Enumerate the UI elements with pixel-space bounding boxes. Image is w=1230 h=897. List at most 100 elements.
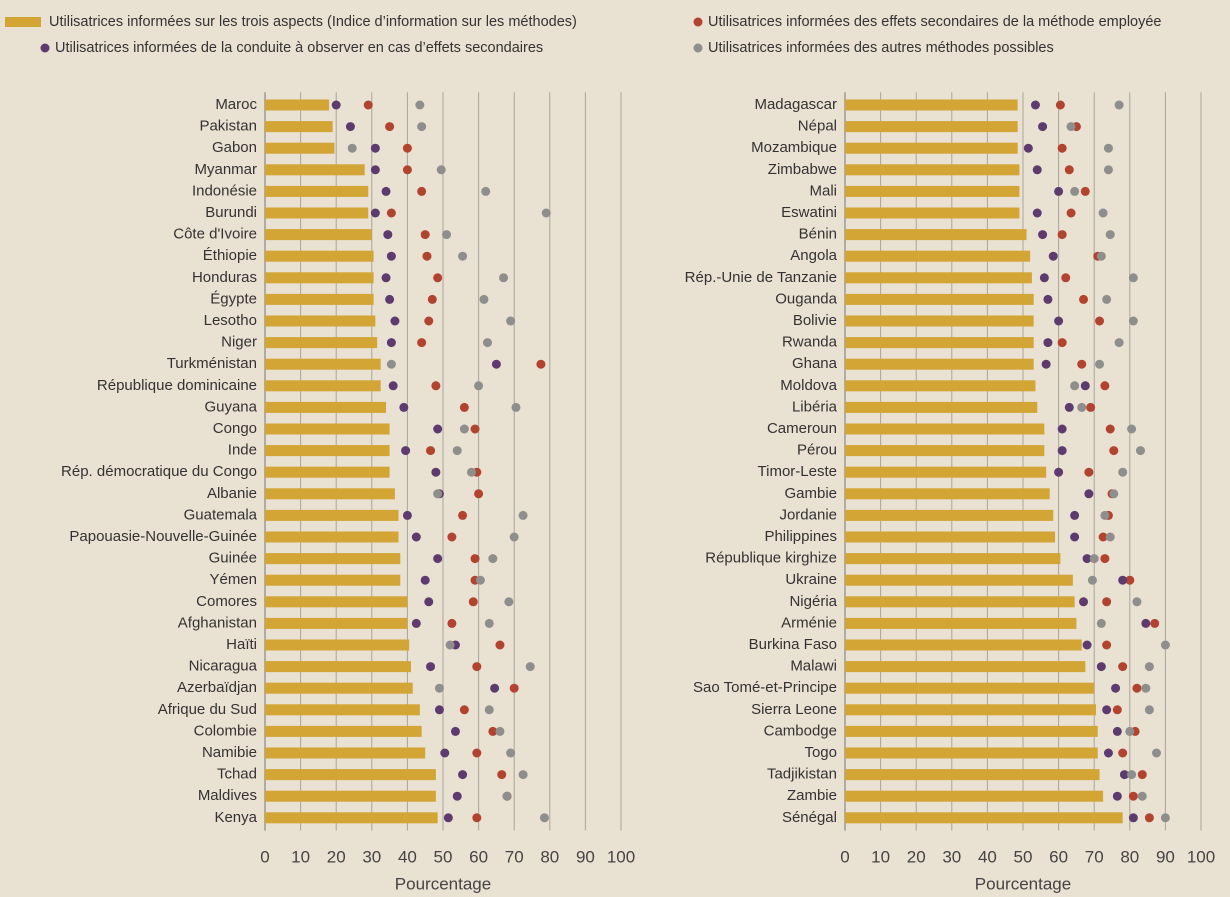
dot — [436, 165, 446, 175]
dot — [1057, 446, 1067, 456]
dot — [458, 510, 468, 520]
dot — [1118, 662, 1128, 672]
dot — [488, 554, 498, 564]
x-tick-label: 60 — [469, 847, 488, 866]
dot — [1055, 100, 1065, 110]
x-tick-label: 70 — [1085, 847, 1104, 866]
category-label: Rép. démocratique du Congo — [61, 463, 257, 480]
dot — [1152, 748, 1161, 758]
dot — [1080, 381, 1090, 391]
dot — [345, 122, 355, 132]
category-label: Cameroun — [767, 420, 837, 437]
category-label: Pakistan — [199, 118, 257, 135]
category-label: Haïti — [226, 636, 257, 653]
x-tick-label: 30 — [362, 847, 381, 866]
dot — [511, 402, 521, 412]
dot — [422, 251, 432, 261]
dot — [1105, 532, 1115, 542]
dot — [1102, 294, 1112, 304]
category-label: Ouganda — [775, 290, 837, 307]
bar — [265, 185, 369, 197]
dot — [433, 273, 443, 283]
category-label: Zimbabwe — [768, 161, 837, 178]
dot — [1114, 338, 1124, 348]
category-label: Azerbaïdjan — [177, 679, 257, 696]
dot — [1061, 273, 1071, 283]
category-label: Tchad — [217, 766, 257, 783]
dot — [1043, 338, 1053, 348]
dot — [447, 532, 457, 542]
category-label: Yémen — [209, 571, 257, 588]
category-label: Maldives — [198, 787, 257, 804]
bar — [845, 315, 1034, 327]
category-label: Éthiopie — [203, 247, 257, 264]
bar — [845, 445, 1045, 457]
dot — [1125, 726, 1135, 736]
category-label: Mozambique — [751, 139, 837, 156]
category-label: Tadjikistan — [767, 766, 837, 783]
dot — [363, 100, 373, 110]
dot — [1160, 640, 1170, 650]
dot — [411, 532, 421, 542]
dot — [386, 208, 396, 218]
bar — [845, 488, 1050, 500]
category-label: République kirghize — [705, 550, 837, 567]
dot — [1082, 640, 1092, 650]
dot — [539, 813, 549, 823]
dot — [1096, 662, 1106, 672]
bar — [845, 531, 1056, 543]
x-tick-label: 40 — [978, 847, 997, 866]
dot — [381, 186, 391, 196]
dot — [433, 489, 443, 499]
category-label: République dominicaine — [97, 377, 257, 394]
dot — [424, 316, 434, 326]
category-label: Comores — [196, 593, 257, 610]
dot — [470, 554, 480, 564]
dot — [390, 316, 400, 326]
bar — [845, 639, 1082, 651]
category-label: Maroc — [215, 96, 257, 113]
bar — [845, 207, 1020, 219]
bar — [845, 704, 1096, 716]
category-label: Bolivie — [793, 312, 837, 329]
bar — [265, 617, 408, 629]
x-tick-label: 50 — [434, 847, 453, 866]
dot — [1112, 705, 1122, 715]
dot — [1125, 575, 1135, 585]
x-tick-label: 10 — [291, 847, 310, 866]
x-axis-label: Pourcentage — [395, 874, 491, 893]
category-label: Malawi — [790, 658, 837, 675]
bar — [845, 164, 1020, 176]
dot — [1064, 165, 1074, 175]
dot — [1103, 165, 1113, 175]
category-label: Philippines — [764, 528, 837, 545]
dot — [426, 446, 436, 456]
dot — [1089, 554, 1099, 564]
x-tick-label: 90 — [576, 847, 595, 866]
dot — [518, 770, 528, 780]
dot — [388, 381, 398, 391]
dot — [1066, 208, 1076, 218]
dot — [347, 143, 357, 153]
category-label: Papouasie-Nouvelle-Guinée — [69, 528, 257, 545]
dot — [1127, 770, 1137, 780]
dot — [1135, 446, 1145, 456]
dot — [434, 705, 444, 715]
dot — [1057, 424, 1067, 434]
category-label: Nigéria — [789, 593, 837, 610]
x-tick-label: 80 — [540, 847, 559, 866]
dot — [370, 143, 380, 153]
dot — [434, 683, 444, 693]
bar — [265, 661, 411, 673]
dot — [1102, 597, 1112, 607]
bar — [845, 337, 1034, 349]
bar — [845, 293, 1034, 305]
category-label: Guyana — [204, 398, 257, 415]
dot — [1077, 402, 1087, 412]
bar — [265, 121, 333, 133]
bar — [845, 790, 1104, 802]
bar — [845, 769, 1100, 781]
bar — [845, 229, 1027, 241]
dot — [1057, 230, 1067, 240]
dot — [1118, 575, 1128, 585]
